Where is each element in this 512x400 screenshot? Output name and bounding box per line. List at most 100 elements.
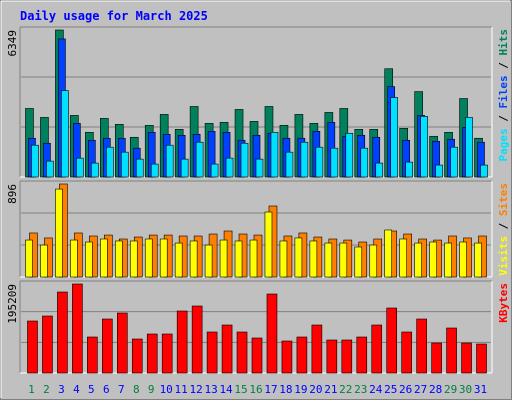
bar [429,241,437,278]
bar [180,158,189,178]
x-tick-label: 30 [459,383,472,396]
x-tick-label: 16 [249,383,262,396]
bar [57,291,68,374]
bar [354,246,363,278]
bar [40,244,48,278]
bar [76,157,84,178]
y-tick-label: 896 [6,184,19,204]
bar [114,240,123,278]
bar [249,239,258,278]
bar [251,337,263,374]
bar [106,146,114,178]
bar [330,147,339,178]
bar [87,336,98,374]
bar [70,239,78,278]
bar [219,239,228,278]
legend-separator: / [497,109,510,129]
bar [384,229,393,278]
bar [234,240,243,278]
x-tick-label: 28 [429,383,442,396]
bar [431,342,442,374]
bar [270,131,279,178]
bar [191,305,203,374]
bar [135,158,144,178]
x-tick-label: 17 [264,383,277,396]
x-tick-label: 21 [324,383,337,396]
x-tick-label: 6 [103,383,110,396]
bar [91,162,99,178]
bar [386,307,398,374]
bar [309,240,318,278]
bar [55,188,63,278]
bar [401,331,412,374]
bar [146,333,158,374]
bar [324,242,333,278]
legend: Visits / Sites [497,183,510,276]
bar [356,336,368,374]
x-tick-label: 5 [88,383,95,396]
x-tick-label: 27 [414,383,427,396]
bar [435,164,443,178]
bar [255,158,264,178]
bar [414,242,422,278]
x-tick-label: 3 [58,383,65,396]
bar [405,161,413,178]
bar [459,241,467,278]
bar [102,318,113,374]
bar [285,151,294,178]
bar [61,90,69,178]
x-tick-label: 25 [384,383,397,396]
bar [345,132,354,178]
bar [399,238,407,278]
legend-entry: Hits [497,29,510,56]
x-tick-label: 15 [234,383,247,396]
y-tick-label: 195209 [6,284,19,324]
bar [46,160,54,178]
legend-entry: Files [497,75,510,108]
bar [264,211,273,278]
x-tick-label: 13 [204,383,217,396]
legend-separator: / [497,216,510,236]
bar [279,240,288,278]
bar [281,340,293,374]
bar [161,333,173,374]
x-tick-label: 26 [399,383,412,396]
bar [476,343,487,374]
bar [461,342,472,374]
bar [42,315,53,374]
bar [315,146,324,178]
bar [390,97,399,178]
legend-separator: / [497,56,510,76]
bar [120,151,129,178]
bar [446,327,457,374]
y-tick-label: 6349 [6,30,19,57]
x-tick-label: 1 [28,383,35,396]
legend: Pages / Files / Hits [497,29,510,162]
x-tick-label: 10 [160,383,173,396]
bar [326,339,338,374]
bar [159,238,168,278]
bar [416,318,427,374]
x-tick-label: 8 [133,383,140,396]
bar [311,324,323,374]
legend-entry: Sites [497,183,510,216]
bar [465,117,473,178]
legend-entry: KBytes [497,283,510,323]
bar [339,242,348,278]
x-tick-label: 12 [190,383,203,396]
x-tick-label: 2 [43,383,50,396]
bar [450,146,458,178]
bar [294,237,303,278]
legend-entry: Visits [497,236,510,276]
bar [100,238,108,278]
bar [176,310,188,374]
x-tick-label: 4 [73,383,80,396]
bar [236,331,248,374]
bar [85,241,93,278]
chart-title: Daily usage for March 2025 [20,9,208,23]
x-tick-label: 31 [474,383,487,396]
x-tick-label: 18 [279,383,292,396]
x-tick-label: 19 [294,383,307,396]
bar [420,116,428,178]
bar [195,141,204,178]
